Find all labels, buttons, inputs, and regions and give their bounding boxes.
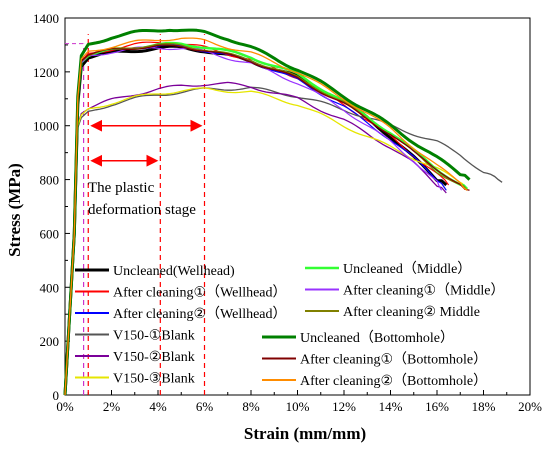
annotation-line1: The plastic [88,180,155,196]
legend-label: Uncleaned（Middle） [343,261,471,277]
annotation-layer: The plastic deformation stage [88,180,196,218]
axes-layer: 0% 2% 4% 6% 8% 10% 12% 14% 16% 18% 20% 0 200 400 600 80… [33,11,542,414]
legend-label: After cleaning②（Bottomhole） [300,373,487,389]
x-tick-label: 6% [196,399,214,414]
series-line-4 [64,81,447,396]
y-tick-label: 400 [40,280,60,295]
series-line-5 [64,87,466,396]
legend-label: Uncleaned(Wellhead) [113,264,235,279]
y-tick-label: 1200 [33,65,59,80]
y-axis-label: Stress (MPa) [5,163,24,257]
x-tick-label: 8% [242,399,260,414]
x-tick-label: 16% [425,399,449,414]
y-tick-label: 1400 [33,11,59,26]
y-tick-label: 200 [40,334,60,349]
y-tick-label: 1000 [33,119,59,134]
x-tick-label: 2% [103,399,121,414]
series-layer [63,28,503,396]
legend-label: V150-①Blank [113,329,195,344]
x-tick-label: 18% [472,399,496,414]
x-tick-label: 4% [149,399,167,414]
series-line-10 [64,44,470,396]
series-line-11 [64,37,468,396]
x-tick-label: 20% [518,399,542,414]
x-axis-label: Strain (mm/mm) [244,424,366,443]
y-tick-label: 0 [53,388,60,403]
legend-label: After cleaning②（Wellhead） [113,306,287,322]
legend-label: Uncleaned（Bottomhole） [300,330,454,346]
x-tick-label: 12% [332,399,356,414]
legend-label: V150-②Blank [113,350,195,365]
legend: Uncleaned(Wellhead) After cleaning①（Wellh… [75,261,504,389]
legend-label: V150-③Blank [113,372,195,387]
series-line-3 [64,86,503,396]
legend-label: After cleaning①（Bottomhole） [300,352,487,368]
legend-label: After cleaning①（Wellhead） [113,285,287,301]
y-tick-label: 600 [40,226,60,241]
legend-label: After cleaning①（Middle） [343,283,504,299]
x-tick-label: 14% [379,399,403,414]
legend-label: After cleaning② Middle [343,305,480,320]
annotation-line2: deformation stage [88,202,196,218]
x-tick-label: 0% [56,399,74,414]
y-tick-label: 800 [40,173,60,188]
series-line-9 [63,28,471,396]
x-tick-label: 10% [286,399,310,414]
